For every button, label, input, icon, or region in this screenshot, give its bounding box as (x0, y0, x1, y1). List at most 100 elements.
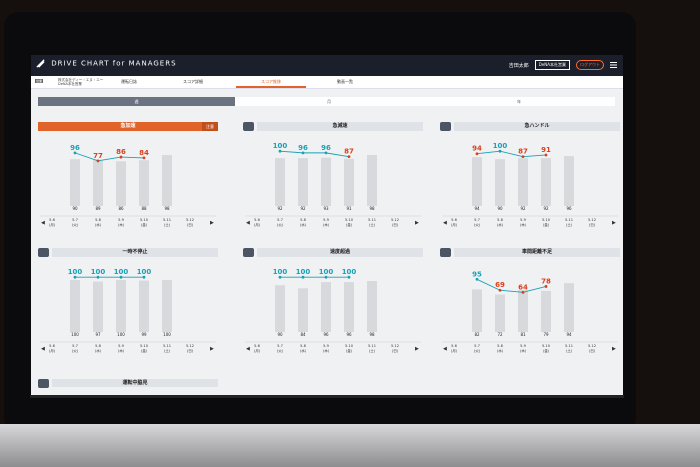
weekday-label: (金) (141, 348, 148, 353)
period-week[interactable]: 週 (38, 97, 235, 106)
trend-line-segment (499, 289, 524, 293)
office-name: DeNA本社営業 (58, 82, 82, 86)
top-bar: DRIVE CHART for MANAGERS 吉田太郎 DeNA本社営業 ロ… (31, 55, 623, 76)
trend-point (324, 275, 328, 279)
tab-score-detail[interactable]: スコア詳細 (183, 79, 203, 84)
score-bar (541, 158, 551, 206)
date-label: 5.9 (323, 344, 329, 348)
prev-arrow-icon[interactable]: ◀ (443, 346, 447, 352)
bar-value-label: 98 (369, 206, 375, 211)
trend-line-segment (476, 150, 501, 155)
weekday-label: (金) (543, 348, 550, 353)
trend-value-label: 69 (495, 281, 505, 289)
weekday-label: (日) (589, 349, 596, 353)
trend-value-label: 100 (273, 142, 288, 150)
next-arrow-icon[interactable]: ▶ (415, 346, 419, 352)
date-label: 5.10 (345, 344, 354, 348)
weekday-label: (水) (497, 348, 504, 353)
bar-value-label: 81 (520, 332, 526, 337)
score-bar (139, 280, 149, 332)
bar-value-label: 100 (71, 332, 79, 337)
tab-video-list[interactable]: 動画一覧 (337, 79, 353, 84)
period-month[interactable]: 月 (235, 97, 423, 106)
weekday-label: (金) (141, 222, 148, 227)
trend-value-label: 87 (344, 148, 354, 156)
card-title: 急加速 (38, 122, 218, 131)
score-bar (564, 283, 574, 332)
trend-value-label: 100 (114, 268, 129, 276)
weekday-label: (土) (369, 222, 376, 227)
period-year[interactable]: 年 (423, 97, 615, 106)
weekday-label: (水) (300, 348, 307, 353)
next-arrow-icon[interactable]: ▶ (612, 346, 616, 352)
next-arrow-icon[interactable]: ▶ (612, 220, 616, 226)
weekday-label: (月) (49, 348, 56, 353)
date-label: 5.10 (140, 218, 149, 222)
weekday-label: (水) (300, 222, 307, 227)
next-arrow-icon[interactable]: ▶ (210, 220, 214, 226)
tab-score-trend[interactable]: スコア推移 (261, 79, 281, 84)
weekday-label: (土) (566, 222, 573, 227)
date-label: 5.10 (140, 344, 149, 348)
card-title: 車間距離不足 (454, 248, 620, 257)
date-label: 5.6 (254, 344, 260, 348)
laptop-hinge (30, 395, 624, 398)
weekday-label: (月) (254, 348, 261, 353)
trend-value-label: 84 (139, 149, 149, 157)
date-label: 5.6 (49, 218, 55, 222)
trend-line-segment (325, 152, 350, 158)
car-brake-icon (243, 122, 254, 131)
bar-value-label: 88 (141, 206, 147, 211)
card-title: 急減速 (257, 122, 423, 131)
prev-arrow-icon[interactable]: ◀ (246, 220, 250, 226)
logout-button[interactable]: ログアウト (576, 60, 604, 70)
bar-value-label: 96 (346, 332, 352, 337)
score-bar (70, 280, 80, 332)
car-distance-icon (440, 248, 451, 257)
next-arrow-icon[interactable]: ▶ (415, 220, 419, 226)
score-chart: 82 72 81 79 94 5.6(月) 5.7(火) 5.8(水) 5.9(木) 5.10(金… (442, 270, 618, 353)
next-arrow-icon[interactable]: ▶ (210, 346, 214, 352)
bar-value-label: 92 (543, 206, 549, 211)
weekday-label: (火) (474, 222, 481, 227)
date-label: 5.7 (72, 344, 78, 348)
score-bar (472, 157, 482, 206)
office-button[interactable]: DeNA本社営業 (534, 60, 570, 70)
score-bar (495, 159, 505, 206)
weekday-label: (金) (543, 222, 550, 227)
bar-value-label: 96 (566, 206, 572, 211)
weekday-label: (火) (474, 348, 481, 353)
trend-value-label: 96 (321, 144, 331, 152)
active-tab-indicator (236, 86, 306, 88)
score-bar (162, 280, 172, 332)
bar-value-label: 99 (141, 332, 147, 337)
date-label: 5.8 (95, 218, 101, 222)
bar-value-label: 82 (474, 332, 480, 337)
bar-value-label: 100 (163, 332, 171, 337)
score-chart: 92 92 93 91 98 5.6(月) 5.7(火) 5.8(水) 5.9(木) 5.10(金… (245, 142, 421, 227)
dept-badge: 営業 (35, 79, 44, 83)
hamburger-menu-icon[interactable] (610, 62, 617, 68)
trend-value-label: 87 (518, 148, 528, 156)
trend-point (347, 155, 351, 159)
weekday-label: (土) (566, 348, 573, 353)
date-label: 5.11 (163, 344, 171, 348)
score-bar (162, 155, 172, 206)
app-logo[interactable]: DRIVE CHART for MANAGERS (36, 59, 177, 68)
prev-arrow-icon[interactable]: ◀ (443, 220, 447, 226)
trend-point (544, 285, 548, 288)
trend-point (301, 275, 305, 279)
date-label: 5.8 (300, 344, 306, 348)
score-bar (275, 158, 285, 206)
app-screen: DRIVE CHART for MANAGERS 吉田太郎 DeNA本社営業 ロ… (31, 55, 623, 395)
prev-arrow-icon[interactable]: ◀ (41, 220, 45, 226)
prev-arrow-icon[interactable]: ◀ (41, 346, 45, 352)
trend-value-label: 96 (298, 144, 308, 152)
date-label: 5.12 (391, 344, 399, 348)
date-label: 5.6 (254, 218, 260, 222)
score-card: 急加速 注意 90 89 86 88 98 5.6 (月) 5.7 (火) 5.8 (水) 5.9 (木) 5… (38, 122, 218, 234)
speedometer-icon (243, 248, 254, 257)
tab-driving-log[interactable]: 運転日誌 (121, 79, 137, 84)
weekday-label: (土) (369, 348, 376, 353)
prev-arrow-icon[interactable]: ◀ (246, 346, 250, 352)
